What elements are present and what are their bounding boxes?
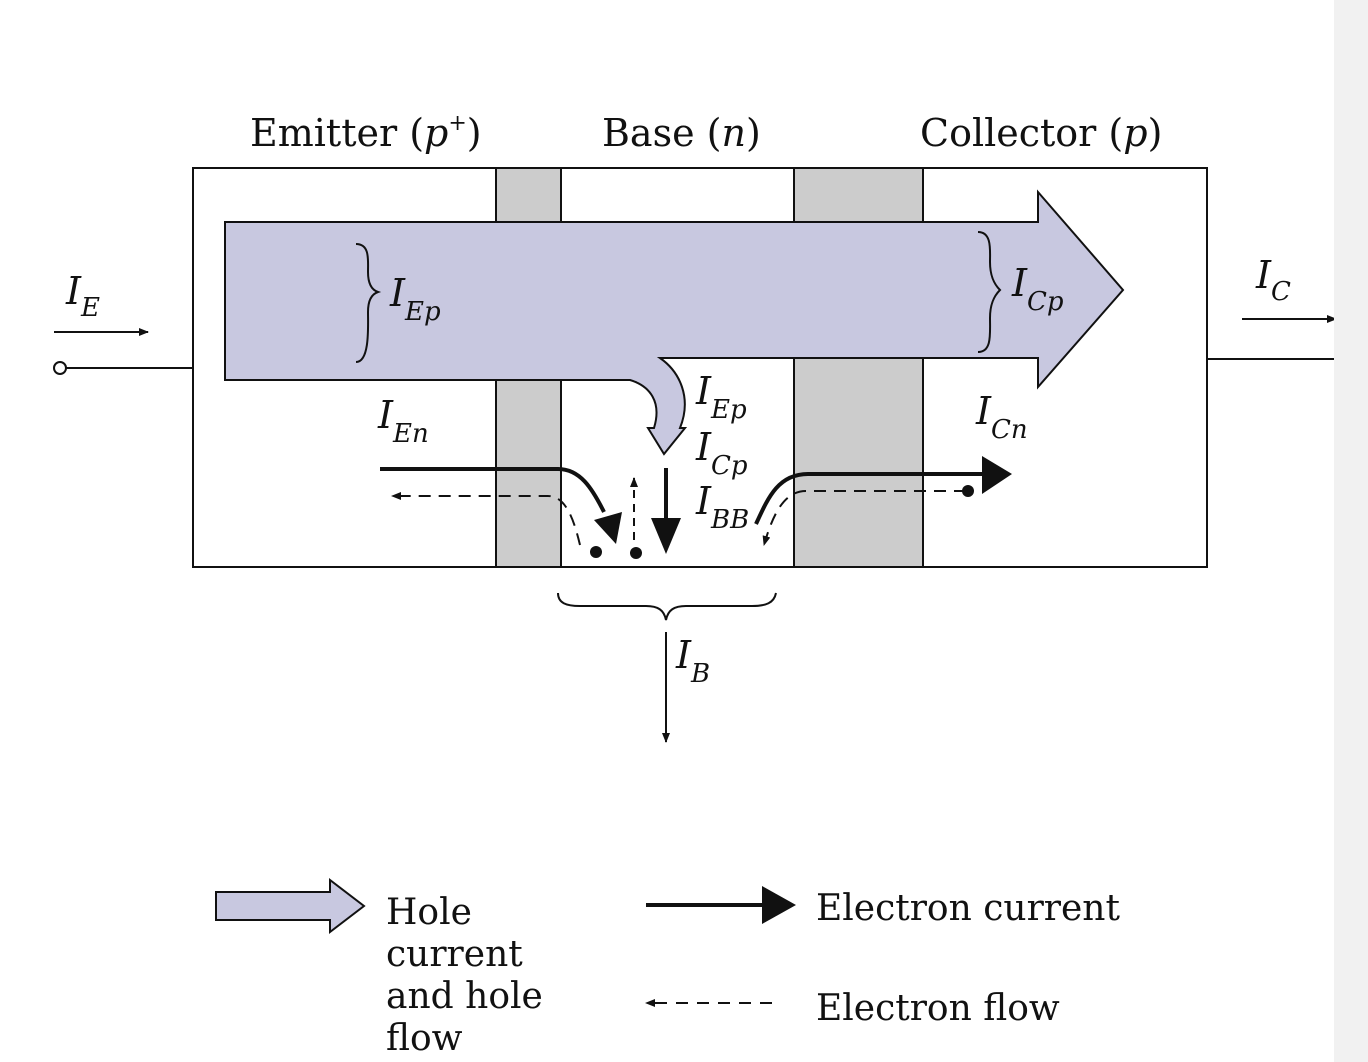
legend-hole-line-3: and hole: [386, 976, 543, 1017]
base-iep-label: IEp: [695, 369, 747, 425]
base-icp-label: ICp: [695, 425, 748, 481]
legend-electron-current: Electron current: [816, 888, 1120, 929]
hole-current-arrow: [224, 189, 1125, 456]
legend-electron-flow: Electron flow: [816, 988, 1060, 1029]
collector-label: Collector (p): [920, 111, 1162, 155]
scrollbar[interactable]: [1334, 0, 1368, 1062]
base-brace: [557, 592, 777, 621]
emitter-terminal: [53, 361, 67, 375]
ib-label: IB: [675, 633, 710, 689]
electron-dot-2: [630, 547, 642, 559]
icn-label: ICn: [975, 389, 1028, 445]
ibb-label: IBB: [695, 479, 749, 535]
electron-dot-3: [962, 485, 974, 497]
base-label: Base (n): [602, 111, 761, 155]
icn-electron-current: [754, 472, 986, 525]
electron-dot-1: [590, 546, 602, 558]
ien-electron-current: [380, 467, 606, 513]
ien-arrowhead: [594, 512, 622, 544]
iep-label: IEp: [389, 271, 441, 327]
legend-hole-line-2: current: [386, 934, 523, 975]
ic-label: IC: [1255, 253, 1291, 307]
bjt-current-diagram: Emitter (p+) Base (n) Collector (p) IE I…: [53, 111, 1334, 1059]
ien-electron-flow: [391, 492, 581, 546]
ie-label: IE: [65, 269, 100, 323]
legend-hole-line-1: Hole: [386, 892, 472, 933]
icn-arrowhead: [982, 456, 1012, 494]
legend-hole-arrow: [215, 877, 366, 935]
icp-label: ICp: [1011, 261, 1064, 317]
ibb-arrowhead: [651, 518, 681, 554]
legend-electron-current-head: [762, 886, 796, 924]
ien-label: IEn: [377, 393, 429, 449]
legend-hole-line-4: flow: [386, 1018, 463, 1059]
collector-brace: [977, 231, 1002, 353]
emitter-label: Emitter (p+): [250, 111, 482, 155]
icn-electron-flow: [762, 490, 966, 546]
emitter-brace: [355, 243, 382, 363]
